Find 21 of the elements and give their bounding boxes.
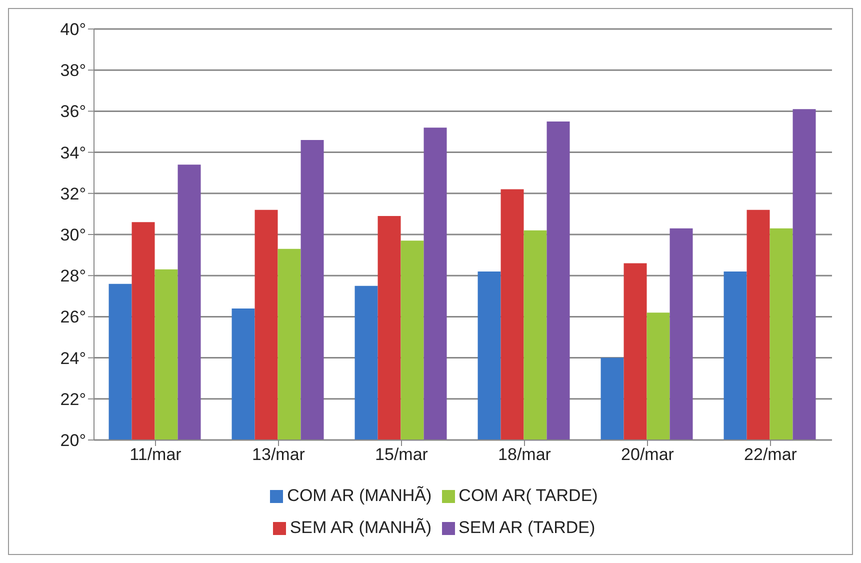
y-tick-label: 38° (60, 61, 86, 80)
legend-label: SEM AR (TARDE) (458, 518, 596, 537)
y-tick-label: 36° (60, 102, 86, 122)
y-tick-label: 28° (60, 266, 86, 286)
y-tick-label: 24° (60, 348, 86, 368)
x-tick-label: 22/mar (744, 445, 798, 464)
y-tick-label: 34° (60, 143, 86, 162)
x-tick-label: 11/mar (130, 445, 182, 464)
y-tick-label: 22° (60, 390, 86, 409)
x-tick-label: 15/mar (375, 445, 428, 464)
legend-label: COM AR( TARDE) (458, 486, 598, 505)
y-tick-label: 32° (60, 184, 86, 204)
y-tick-label: 26° (60, 308, 86, 327)
x-tick-label: 20/mar (621, 445, 674, 464)
legend-label: SEM AR (MANHÃ) (290, 518, 432, 537)
y-tick-label: 30° (60, 226, 86, 245)
legend-label: COM AR (MANHÃ) (287, 486, 432, 505)
x-tick-label: 13/mar (252, 445, 306, 464)
y-tick-label: 20° (60, 431, 86, 450)
y-tick-label: 40° (60, 20, 86, 40)
x-tick-label: 18/mar (498, 445, 552, 464)
